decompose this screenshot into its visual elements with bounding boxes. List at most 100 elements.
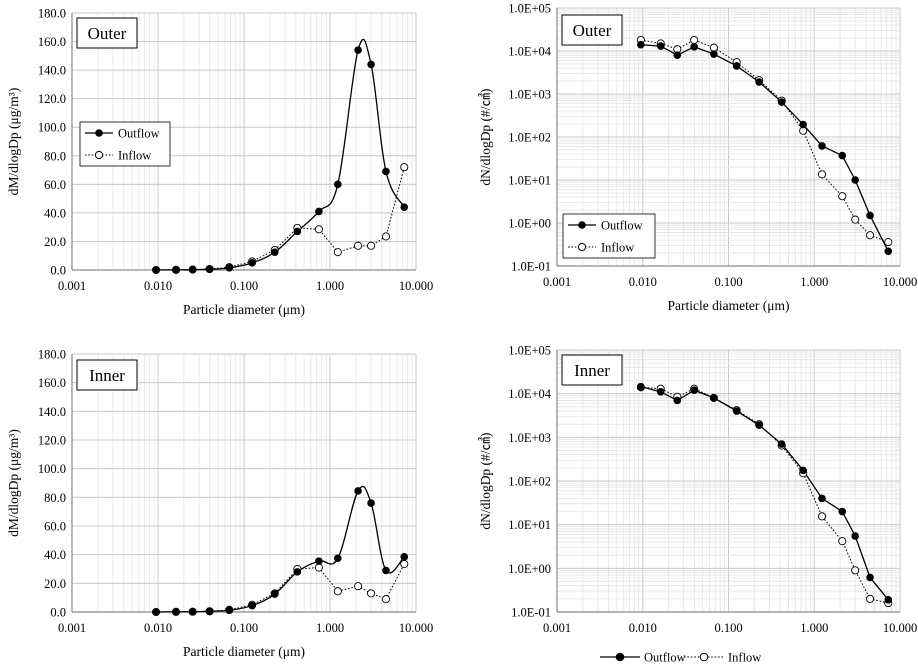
data-point-inflow: [838, 192, 847, 201]
x-tick-label: 0.100: [230, 621, 258, 635]
x-tick-label: 0.010: [629, 275, 657, 289]
data-point-inflow: [400, 559, 409, 569]
legend-marker-outflow: [95, 129, 103, 137]
gridlines: [556, 7, 901, 267]
data-point-outflow: [732, 62, 741, 70]
data-point-outflow: [851, 532, 860, 540]
data-point-inflow: [709, 43, 718, 52]
data-point-outflow: [205, 607, 214, 616]
y-axis-title: dN/dlogDp (#/㎤): [478, 432, 493, 529]
data-point-outflow: [777, 98, 786, 106]
data-point-inflow: [865, 594, 875, 603]
data-point-outflow: [333, 180, 342, 189]
data-point-outflow: [400, 553, 409, 561]
data-point-inflow: [865, 231, 875, 240]
x-tick-label: 10.000: [399, 279, 433, 293]
data-point-outflow: [866, 211, 874, 220]
legend-label-inflow: Inflow: [118, 149, 151, 163]
y-tick-label: 80.0: [44, 491, 66, 505]
y-tick-label: 1.0E-01: [511, 606, 551, 620]
chart-panel-3: 0.001 0.010 0.100 1.000 10.000 0.0 20.0 40.0 60.…: [6, 348, 433, 660]
data-point-inflow: [367, 241, 376, 250]
x-tick-label: 0.001: [543, 621, 571, 635]
data-point-inflow: [333, 587, 342, 596]
y-tick-label: 120.0: [38, 92, 66, 106]
x-axis-title: Particle diameter (μm): [183, 302, 305, 317]
data-point-outflow: [382, 167, 390, 176]
data-point-outflow: [690, 43, 698, 51]
series-line-outflow: [640, 44, 889, 252]
chart-panel-4: 0.001 0.010 0.100 1.000 10.000 1.0E-01 1.0E+00…: [478, 344, 917, 665]
x-tick-label: 1.000: [800, 621, 828, 635]
y-tick-label: 1.0E+01: [508, 174, 551, 188]
data-point-outflow: [799, 466, 807, 475]
chart-panel-2: 0.001 0.010 0.100 1.000 10.000 1.0E-01 1.0E+00…: [478, 2, 917, 314]
y-tick-label: 0.0: [50, 606, 66, 620]
chart-panel-1: 0.001 0.010 0.100 1.000 10.000 0.0 20.0 40.0 60.…: [6, 7, 433, 318]
legend-marker-inflow: [577, 242, 587, 252]
panel-label-box: [561, 354, 623, 386]
data-point-outflow: [777, 440, 786, 448]
y-axis-title: dM/dlogDp (μg/m³): [6, 88, 21, 196]
y-tick-label: 140.0: [38, 405, 66, 419]
data-point-outflow: [673, 51, 682, 59]
y-axis-title: dN/dlogDp (#/㎤): [478, 88, 493, 185]
x-tick-label: 0.001: [58, 621, 86, 635]
panel-label-box: [561, 14, 623, 46]
data-point-outflow: [172, 266, 180, 274]
legend-label-inflow: Inflow: [601, 241, 634, 255]
y-tick-label: 40.0: [44, 548, 66, 562]
data-point-outflow: [270, 248, 279, 256]
data-point-outflow: [333, 554, 342, 563]
legend-label-inflow: Inflow: [728, 651, 761, 665]
x-tick-label: 1.000: [800, 275, 828, 289]
x-tick-label: 0.100: [714, 621, 742, 635]
data-point-inflow: [354, 582, 363, 591]
data-point-outflow: [270, 590, 279, 598]
y-tick-label: 0.0: [50, 264, 66, 278]
y-tick-label: 1.0E+02: [508, 475, 551, 489]
y-tick-label: 60.0: [44, 178, 66, 192]
y-tick-label: 1.0E+05: [508, 2, 551, 16]
series-line-inflow: [156, 563, 405, 613]
series-line-outflow: [156, 485, 405, 613]
y-tick-label: 160.0: [38, 35, 66, 49]
data-point-outflow: [293, 227, 302, 236]
legend-marker-outflow: [615, 652, 625, 662]
y-tick-label: 1.0E+00: [508, 562, 551, 576]
data-point-outflow: [799, 120, 807, 129]
data-point-inflow: [884, 238, 893, 247]
data-point-outflow: [851, 176, 860, 184]
data-point-inflow: [367, 589, 376, 598]
data-point-inflow: [314, 563, 323, 572]
data-point-outflow: [673, 396, 682, 405]
data-point-outflow: [637, 382, 645, 391]
data-point-inflow: [817, 512, 827, 521]
legend: Outflow Inflow: [562, 213, 656, 259]
data-point-outflow: [293, 568, 302, 576]
data-point-outflow: [152, 608, 160, 616]
legend-box: [79, 121, 171, 167]
panel-label: Outer: [88, 24, 127, 43]
x-tick-label: 1.000: [316, 279, 344, 293]
data-point-inflow: [314, 225, 323, 234]
data-point-outflow: [248, 601, 256, 610]
data-point-outflow: [884, 247, 893, 256]
data-point-outflow: [367, 60, 375, 69]
data-point-inflow: [851, 215, 860, 224]
x-tick-label: 0.010: [144, 621, 172, 635]
x-axis-title: Particle diameter (μm): [668, 298, 790, 313]
data-point-inflow: [838, 537, 847, 546]
y-tick-label: 1.0E+00: [508, 217, 551, 231]
x-tick-label: 10.000: [883, 275, 917, 289]
y-tick-label: 20.0: [44, 577, 66, 591]
y-tick-label: 20.0: [44, 235, 66, 249]
x-tick-label: 0.010: [629, 621, 657, 635]
panel-label: Inner: [574, 361, 610, 380]
data-point-outflow: [315, 557, 323, 565]
data-point-inflow: [381, 232, 391, 241]
data-point-outflow: [172, 608, 180, 616]
data-point-outflow: [838, 151, 847, 160]
y-tick-label: 100.0: [38, 121, 66, 135]
